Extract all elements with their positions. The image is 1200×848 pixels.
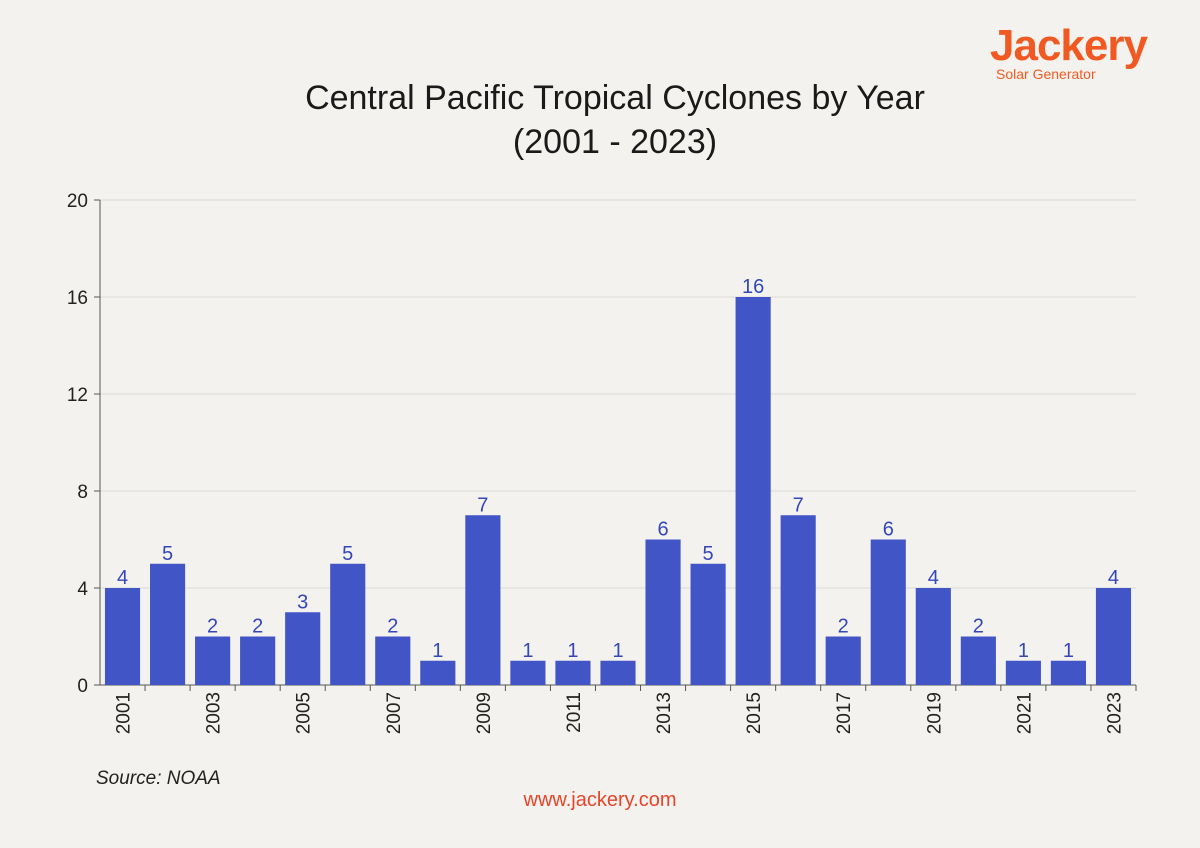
data-label-2018: 6 xyxy=(883,519,894,541)
x-tick-label-2001: 2001 xyxy=(114,692,135,734)
bar-2012 xyxy=(600,660,636,685)
data-label-2002: 5 xyxy=(162,543,173,565)
data-label-2001: 4 xyxy=(117,567,128,589)
x-tick-label-2003: 2003 xyxy=(204,692,225,734)
data-label-2012: 1 xyxy=(612,640,623,662)
bar-2011 xyxy=(555,660,591,685)
data-label-2008: 1 xyxy=(432,640,443,662)
bar-2004 xyxy=(240,636,276,685)
chart-title-block: Central Pacific Tropical Cyclones by Yea… xyxy=(0,76,1200,164)
data-label-2023: 4 xyxy=(1108,567,1119,589)
x-tick-label-2015: 2015 xyxy=(744,692,765,734)
y-tick-label: 16 xyxy=(67,288,88,309)
x-tick-label-2019: 2019 xyxy=(924,692,945,734)
data-label-2007: 2 xyxy=(387,616,398,638)
bar-2014 xyxy=(690,563,726,685)
bar-2008 xyxy=(420,660,456,685)
data-label-2005: 3 xyxy=(297,591,308,613)
data-label-2014: 5 xyxy=(703,543,714,565)
bar-2013 xyxy=(645,539,681,685)
source-note: Source: NOAA xyxy=(96,768,221,789)
bar-2015 xyxy=(735,297,771,685)
brand-logo: Jackery Solar Generator xyxy=(990,21,1180,83)
bar-2009 xyxy=(465,515,501,685)
bar-2019 xyxy=(915,588,951,685)
data-label-2019: 4 xyxy=(928,567,939,589)
x-tick-label-2011: 2011 xyxy=(564,692,585,733)
y-tick-label: 0 xyxy=(77,676,88,697)
data-label-2013: 6 xyxy=(657,519,668,541)
x-tick-label-2007: 2007 xyxy=(384,692,405,734)
bar-2022 xyxy=(1050,660,1087,685)
y-tick-label: 4 xyxy=(77,579,88,600)
x-tick-label-2009: 2009 xyxy=(474,692,495,734)
x-tick-label-2023: 2023 xyxy=(1104,692,1125,734)
bar-2020 xyxy=(960,636,996,685)
data-label-2022: 1 xyxy=(1063,640,1074,662)
bar-2021 xyxy=(1005,660,1041,685)
bar-2006 xyxy=(330,563,366,685)
bar-2002 xyxy=(149,563,186,685)
data-label-2009: 7 xyxy=(477,494,488,516)
website-link[interactable]: www.jackery.com xyxy=(523,789,677,811)
data-label-2004: 2 xyxy=(252,616,263,638)
bar-2017 xyxy=(825,636,861,685)
bar-2001 xyxy=(104,588,141,685)
bar-2018 xyxy=(870,539,906,685)
data-label-2020: 2 xyxy=(973,616,984,638)
brand-name: Jackery xyxy=(990,21,1148,70)
y-tick-label: 20 xyxy=(67,191,88,212)
bar-2023 xyxy=(1095,588,1132,685)
y-tick-label: 12 xyxy=(67,385,88,406)
data-label-2010: 1 xyxy=(522,640,533,662)
data-label-2021: 1 xyxy=(1018,640,1029,662)
chart-subtitle: (2001 - 2023) xyxy=(512,123,718,161)
data-label-2011: 1 xyxy=(567,640,578,662)
x-tick-label-2021: 2021 xyxy=(1014,692,1035,734)
data-label-2017: 2 xyxy=(838,616,849,638)
data-label-2003: 2 xyxy=(207,616,218,638)
bar-2003 xyxy=(195,636,231,685)
chart-title: Central Pacific Tropical Cyclones by Yea… xyxy=(305,79,925,117)
bar-2005 xyxy=(285,612,321,685)
bar-2007 xyxy=(375,636,411,685)
x-tick-label-2005: 2005 xyxy=(294,692,315,734)
data-label-2006: 5 xyxy=(342,543,353,565)
x-tick-label-2017: 2017 xyxy=(834,692,855,734)
bar-2010 xyxy=(510,660,546,685)
x-tick-label-2013: 2013 xyxy=(654,692,675,734)
y-tick-label: 8 xyxy=(77,482,88,503)
brand-tagline: Solar Generator xyxy=(996,66,1096,82)
bar-2016 xyxy=(780,515,816,685)
data-label-2016: 7 xyxy=(793,494,804,516)
data-label-2015: 16 xyxy=(742,276,764,298)
